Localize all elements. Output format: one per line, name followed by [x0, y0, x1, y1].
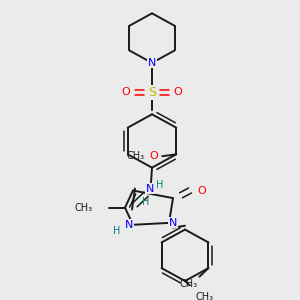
Text: CH₃: CH₃ — [179, 279, 197, 289]
Text: N: N — [125, 220, 133, 230]
Text: O: O — [122, 87, 130, 98]
Text: O: O — [198, 185, 206, 196]
Text: N: N — [169, 218, 177, 228]
Text: S: S — [148, 86, 156, 99]
Text: H: H — [113, 226, 121, 236]
Text: O: O — [150, 151, 159, 161]
Text: N: N — [148, 58, 156, 68]
Text: N: N — [146, 184, 154, 194]
Text: CH₃: CH₃ — [126, 151, 144, 161]
Text: CH₃: CH₃ — [196, 292, 214, 300]
Text: CH₃: CH₃ — [75, 203, 93, 213]
Text: H: H — [156, 180, 164, 190]
Text: H: H — [142, 197, 150, 207]
Text: O: O — [174, 87, 182, 98]
